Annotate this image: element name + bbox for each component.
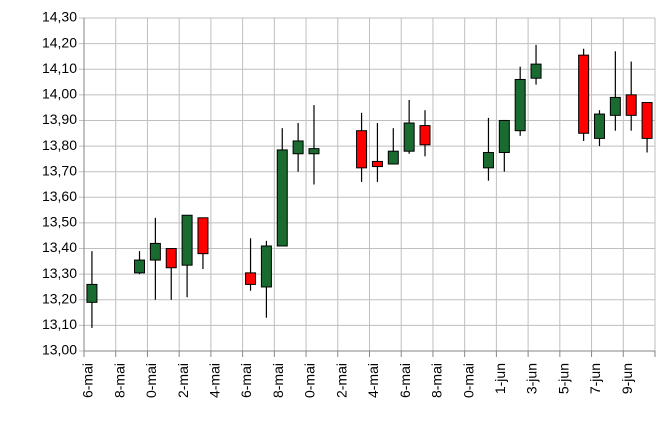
candle-body	[276, 149, 288, 247]
candle-body	[403, 122, 415, 152]
x-tick-label: 9-jun	[619, 363, 635, 394]
candle-body	[308, 148, 320, 155]
candle-body	[498, 119, 510, 153]
x-tick-label: 1-jun	[492, 363, 508, 394]
y-tick-label: 13,40	[42, 239, 77, 255]
candle-body	[482, 151, 494, 169]
x-tick-label: 0-mai	[143, 363, 159, 398]
candle-body	[530, 63, 542, 79]
x-tick-label: 0-mai	[302, 363, 318, 398]
candle-body	[371, 160, 383, 168]
x-tick-label: 4-mai	[207, 363, 223, 398]
y-tick-label: 13,20	[42, 290, 77, 306]
y-tick-label: 13,00	[42, 342, 77, 358]
candle-body	[356, 130, 368, 169]
x-tick-label: 8-mai	[111, 363, 127, 398]
candle-body	[181, 214, 193, 266]
x-tick-label: 6-mai	[397, 363, 413, 398]
y-tick-label: 13,70	[42, 162, 77, 178]
x-tick-label: 2-mai	[333, 363, 349, 398]
candle-body	[260, 245, 272, 288]
y-tick-label: 13,30	[42, 265, 77, 281]
y-tick-label: 14,00	[42, 86, 77, 102]
candle-body	[245, 272, 257, 285]
y-tick-label: 13,60	[42, 188, 77, 204]
x-tick-label: 3-jun	[524, 363, 540, 394]
x-tick-label: 0-mai	[460, 363, 476, 398]
x-tick-label: 2-mai	[175, 363, 191, 398]
candle-body	[593, 113, 605, 139]
candle-body	[609, 96, 621, 116]
candle-body	[165, 248, 177, 269]
candle-body	[149, 242, 161, 261]
candle-body	[419, 125, 431, 146]
candle-body	[134, 259, 146, 274]
candle-body	[578, 54, 590, 134]
y-tick-label: 13,50	[42, 214, 77, 230]
x-tick-label: 5-jun	[555, 363, 571, 394]
candle-body	[625, 94, 637, 116]
x-tick-label: 6-mai	[80, 363, 96, 398]
y-tick-label: 14,30	[42, 9, 77, 25]
y-tick-label: 13,80	[42, 137, 77, 153]
x-tick-label: 4-mai	[365, 363, 381, 398]
y-tick-label: 14,20	[42, 34, 77, 50]
candle-body	[292, 140, 304, 155]
candle-body	[514, 78, 526, 132]
candle-body	[86, 283, 98, 303]
y-tick-label: 13,10	[42, 316, 77, 332]
candle-body	[387, 150, 399, 165]
x-tick-label: 8-mai	[270, 363, 286, 398]
candle-body	[197, 217, 209, 255]
x-tick-label: 7-jun	[587, 363, 603, 394]
x-tick-label: 6-mai	[238, 363, 254, 398]
candle-body	[641, 102, 653, 139]
y-tick-label: 13,90	[42, 111, 77, 127]
x-tick-label: 8-mai	[429, 363, 445, 398]
y-tick-label: 14,10	[42, 60, 77, 76]
